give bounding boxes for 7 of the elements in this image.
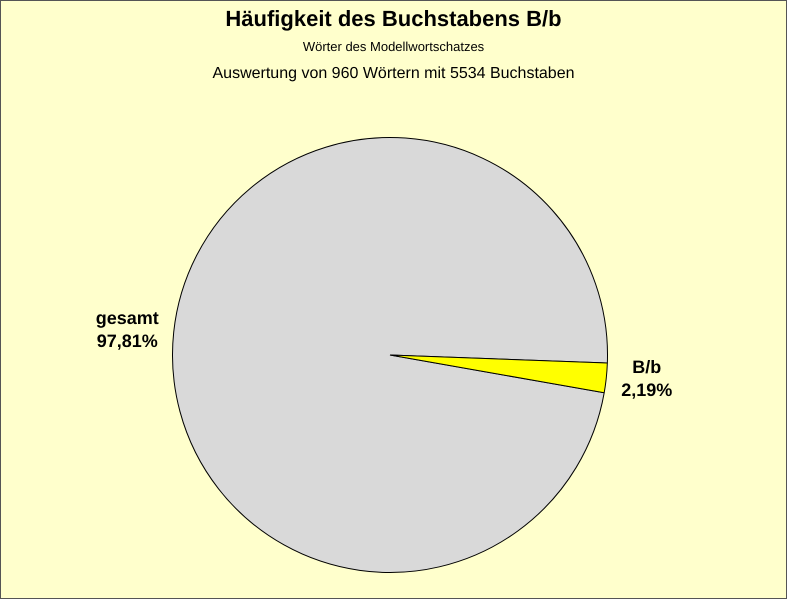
- text: Auswertung von 960 Wörtern mit 5534 Buchstaben: [212, 64, 576, 84]
- slice-label: B/b: [632, 357, 662, 378]
- data-label: 2,19%: [621, 380, 672, 400]
- slice-label: gesamt: [96, 308, 159, 328]
- chart-title: Häufigkeit des Buchstabens B/b: [224, 5, 563, 33]
- chart-subtitle: Wörter des Modellwortschatzes: [302, 38, 486, 55]
- data-label: 97,81%: [96, 330, 158, 351]
